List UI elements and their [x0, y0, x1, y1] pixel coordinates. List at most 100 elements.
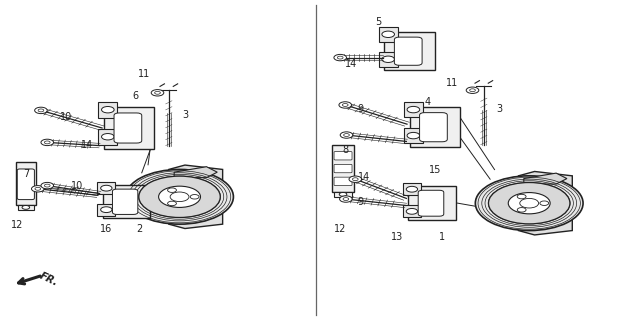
- Circle shape: [466, 87, 479, 93]
- Polygon shape: [334, 192, 352, 197]
- Circle shape: [349, 176, 362, 182]
- Circle shape: [101, 207, 112, 212]
- FancyBboxPatch shape: [418, 190, 444, 216]
- Circle shape: [339, 192, 346, 196]
- Text: 7: 7: [23, 169, 30, 180]
- Circle shape: [170, 192, 189, 202]
- Circle shape: [517, 208, 526, 212]
- Circle shape: [41, 139, 54, 146]
- Polygon shape: [403, 205, 421, 217]
- Circle shape: [125, 170, 233, 224]
- Text: 5: 5: [375, 17, 381, 28]
- Polygon shape: [410, 107, 460, 147]
- Circle shape: [353, 178, 358, 180]
- Text: 15: 15: [428, 165, 441, 175]
- Circle shape: [407, 106, 420, 113]
- Circle shape: [22, 205, 30, 209]
- Text: 1: 1: [439, 232, 445, 243]
- Circle shape: [344, 134, 349, 136]
- FancyBboxPatch shape: [394, 37, 422, 65]
- Text: 12: 12: [334, 224, 347, 234]
- Polygon shape: [379, 27, 398, 42]
- Text: 10: 10: [71, 181, 83, 191]
- Circle shape: [32, 186, 44, 192]
- Circle shape: [155, 92, 160, 94]
- Polygon shape: [16, 162, 36, 205]
- Polygon shape: [384, 32, 435, 70]
- FancyBboxPatch shape: [17, 169, 35, 200]
- Circle shape: [44, 141, 50, 144]
- Text: 11: 11: [137, 68, 150, 79]
- FancyBboxPatch shape: [420, 113, 447, 142]
- Circle shape: [168, 188, 176, 192]
- Text: 3: 3: [496, 104, 502, 114]
- Circle shape: [139, 176, 220, 218]
- Polygon shape: [332, 145, 354, 192]
- Circle shape: [334, 54, 347, 61]
- Circle shape: [469, 89, 475, 92]
- Circle shape: [382, 31, 394, 37]
- Polygon shape: [174, 167, 217, 178]
- Circle shape: [520, 198, 539, 208]
- Circle shape: [382, 56, 394, 62]
- Text: 3: 3: [183, 110, 189, 120]
- Circle shape: [407, 132, 420, 139]
- Circle shape: [540, 201, 549, 205]
- Polygon shape: [379, 52, 398, 67]
- Polygon shape: [104, 107, 154, 149]
- Circle shape: [41, 182, 54, 189]
- Polygon shape: [408, 186, 456, 220]
- Polygon shape: [98, 102, 117, 117]
- Circle shape: [517, 194, 526, 199]
- Circle shape: [101, 133, 114, 140]
- Polygon shape: [169, 165, 222, 228]
- Circle shape: [159, 186, 200, 207]
- Circle shape: [35, 107, 47, 114]
- Polygon shape: [103, 185, 150, 218]
- Circle shape: [406, 186, 418, 192]
- Circle shape: [340, 132, 353, 138]
- Circle shape: [338, 56, 343, 59]
- Text: 10: 10: [60, 112, 72, 122]
- FancyBboxPatch shape: [334, 164, 352, 173]
- Polygon shape: [404, 128, 423, 143]
- Polygon shape: [98, 182, 115, 194]
- Text: 9: 9: [357, 104, 364, 114]
- Circle shape: [475, 176, 583, 230]
- Text: 13: 13: [391, 232, 403, 243]
- Circle shape: [343, 103, 348, 106]
- Circle shape: [44, 184, 50, 187]
- Polygon shape: [524, 173, 567, 184]
- Polygon shape: [404, 102, 423, 117]
- Text: 8: 8: [342, 145, 348, 156]
- Text: FR.: FR.: [38, 270, 60, 288]
- Text: 14: 14: [358, 172, 370, 182]
- Circle shape: [343, 197, 349, 200]
- Text: 14: 14: [345, 59, 358, 69]
- Circle shape: [488, 182, 570, 224]
- Circle shape: [35, 188, 40, 190]
- Circle shape: [101, 185, 112, 191]
- FancyBboxPatch shape: [112, 189, 138, 214]
- Polygon shape: [518, 172, 572, 235]
- FancyBboxPatch shape: [114, 113, 142, 143]
- Text: 6: 6: [132, 91, 139, 101]
- Text: 11: 11: [446, 78, 459, 88]
- Circle shape: [340, 196, 352, 202]
- Polygon shape: [18, 205, 34, 210]
- Text: 12: 12: [11, 220, 24, 230]
- Text: 16: 16: [100, 224, 112, 234]
- Circle shape: [190, 195, 199, 199]
- FancyBboxPatch shape: [334, 177, 352, 186]
- FancyBboxPatch shape: [334, 152, 352, 160]
- Text: 2: 2: [137, 224, 143, 234]
- Circle shape: [38, 109, 44, 112]
- Circle shape: [339, 102, 352, 108]
- Polygon shape: [98, 204, 115, 216]
- Polygon shape: [403, 183, 421, 195]
- Circle shape: [168, 201, 176, 206]
- Text: 9: 9: [357, 197, 364, 207]
- Text: 4: 4: [424, 97, 430, 108]
- Polygon shape: [98, 129, 117, 145]
- Circle shape: [151, 90, 164, 96]
